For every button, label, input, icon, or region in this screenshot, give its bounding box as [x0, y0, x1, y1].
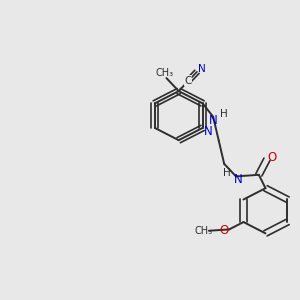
Text: C: C: [184, 76, 192, 85]
Text: N: N: [209, 114, 218, 127]
Text: H: H: [220, 109, 227, 119]
Text: H: H: [223, 168, 231, 178]
Text: CH₃: CH₃: [195, 226, 213, 236]
Text: O: O: [268, 151, 277, 164]
Text: CH₃: CH₃: [155, 68, 173, 78]
Text: N: N: [203, 125, 212, 138]
Text: N: N: [198, 64, 206, 74]
Text: N: N: [234, 173, 243, 186]
Text: O: O: [219, 224, 229, 237]
